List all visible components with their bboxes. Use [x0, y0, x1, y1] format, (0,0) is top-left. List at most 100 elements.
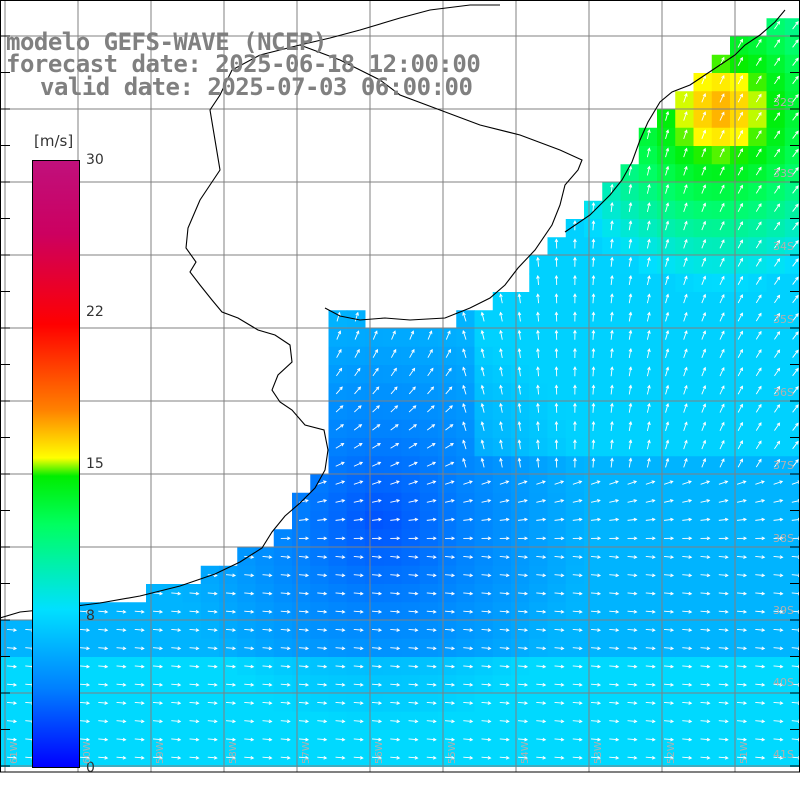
- wind-arrow-head: [524, 737, 529, 742]
- wind-arrow-head: [13, 719, 18, 724]
- wind-arrow: [736, 647, 747, 649]
- wind-arrow: [610, 257, 613, 267]
- wind-arrow-head: [610, 384, 614, 389]
- wind-arrow-head: [615, 719, 620, 724]
- wind-arrow: [353, 518, 363, 521]
- wind-arrow: [683, 312, 688, 322]
- wind-arrow: [445, 386, 453, 395]
- wind-arrow-head: [414, 701, 419, 705]
- wind-arrow-head: [665, 275, 670, 280]
- wind-arrow-head: [688, 628, 693, 632]
- wind-arrow-head: [610, 201, 614, 206]
- wind-arrow-head: [647, 439, 651, 444]
- wind-arrow: [628, 202, 632, 213]
- wind-arrow-head: [684, 220, 688, 225]
- wind-arrow-head: [431, 424, 436, 428]
- wind-arrow: [590, 499, 601, 503]
- wind-arrow-head: [578, 555, 583, 559]
- wind-arrow: [572, 738, 582, 741]
- wind-arrow: [792, 368, 799, 377]
- wind-arrow: [390, 462, 399, 467]
- wind-arrow: [645, 701, 655, 704]
- wind-arrow-head: [323, 499, 328, 503]
- wind-arrow-head: [651, 719, 656, 724]
- wind-arrow-head: [628, 293, 633, 298]
- wind-arrow: [134, 738, 144, 741]
- wind-arrow: [646, 458, 650, 468]
- wind-arrow: [755, 94, 762, 103]
- wind-arrow: [353, 665, 363, 668]
- wind-arrow-head: [322, 480, 327, 484]
- wind-arrow: [390, 628, 400, 631]
- wind-arrow-head: [86, 628, 91, 632]
- wind-arrow: [518, 294, 521, 304]
- wind-arrow-head: [758, 75, 762, 80]
- wind-arrow-head: [505, 664, 510, 669]
- wind-arrow: [353, 480, 363, 485]
- wind-arrow: [463, 647, 473, 649]
- wind-arrow: [517, 756, 528, 759]
- wind-arrow: [590, 592, 601, 595]
- wind-arrow-head: [305, 755, 310, 760]
- wind-arrow: [517, 647, 528, 649]
- wind-arrow: [719, 312, 725, 322]
- wind-arrow-head: [628, 275, 633, 279]
- wind-arrow-head: [724, 517, 729, 522]
- wind-arrow-head: [684, 330, 688, 335]
- wind-arrow-head: [610, 420, 614, 425]
- wind-arrow: [700, 518, 710, 521]
- wind-arrow: [774, 39, 780, 48]
- wind-arrow-head: [633, 737, 638, 742]
- wind-arrow-head: [396, 646, 401, 651]
- wind-arrow-head: [414, 573, 419, 578]
- wind-arrow-head: [684, 457, 688, 462]
- wind-arrow: [755, 422, 762, 431]
- wind-arrow: [572, 683, 582, 686]
- wind-arrow-head: [341, 573, 346, 578]
- wind-arrow-head: [721, 348, 725, 353]
- wind-arrow-head: [542, 719, 547, 724]
- wind-arrow: [682, 738, 692, 741]
- wind-arrow: [554, 628, 564, 631]
- wind-arrow-head: [469, 646, 474, 651]
- wind-arrow: [262, 610, 272, 613]
- wind-arrow: [627, 738, 637, 741]
- wind-arrow-head: [268, 573, 273, 578]
- wind-arrow: [298, 756, 309, 759]
- wind-arrow-head: [761, 646, 766, 651]
- wind-arrow: [354, 386, 361, 395]
- wind-arrow: [518, 385, 521, 395]
- wind-arrow: [207, 701, 217, 704]
- wind-arrow: [663, 628, 674, 631]
- wind-arrow: [610, 403, 613, 413]
- wind-arrow: [628, 367, 632, 377]
- wind-arrow: [335, 574, 345, 576]
- wind-arrow: [262, 720, 272, 722]
- wind-arrow: [225, 665, 236, 668]
- wind-arrow: [737, 39, 743, 48]
- wind-arrow: [298, 701, 309, 704]
- wind-arrow-head: [536, 274, 540, 279]
- wind-arrow: [262, 738, 272, 741]
- wind-arrow-head: [359, 755, 364, 760]
- wind-arrow: [207, 647, 217, 649]
- wind-arrow: [335, 665, 345, 668]
- wind-arrow: [499, 683, 509, 686]
- wind-arrow: [481, 480, 491, 485]
- wind-arrow: [663, 574, 674, 576]
- wind-arrow-head: [776, 20, 781, 25]
- wind-arrow: [353, 462, 363, 467]
- wind-arrow-head: [542, 573, 547, 578]
- wind-arrow: [774, 76, 780, 85]
- wind-arrow-head: [651, 682, 656, 687]
- wind-arrow-head: [524, 755, 529, 760]
- wind-arrow-head: [13, 646, 18, 651]
- wind-arrow-head: [776, 130, 781, 135]
- wind-arrow-head: [721, 293, 725, 298]
- wind-arrow-head: [286, 555, 291, 559]
- wind-arrow-head: [665, 402, 670, 407]
- wind-arrow: [627, 555, 637, 558]
- wind-arrow: [737, 93, 743, 103]
- wind-arrow-head: [469, 536, 474, 541]
- wind-arrow-head: [743, 646, 748, 651]
